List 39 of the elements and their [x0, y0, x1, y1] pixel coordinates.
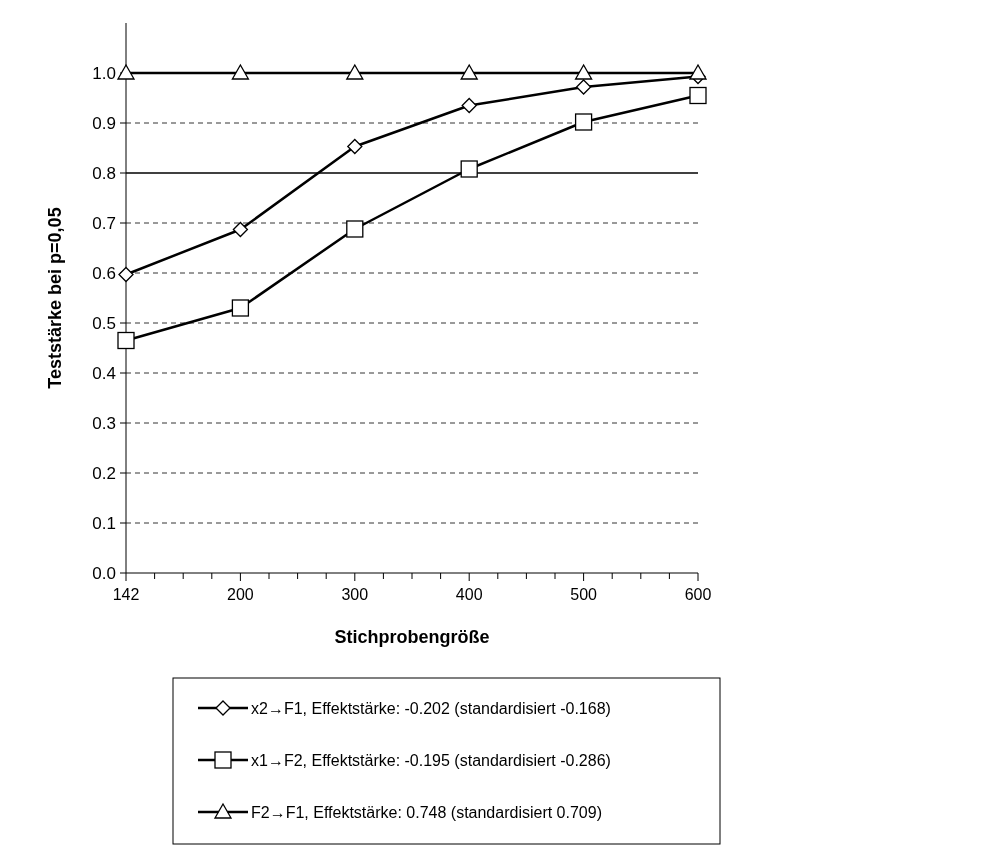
y-tick-label: 0.8	[92, 163, 116, 183]
legend-label: x2→F1, Effektstärke: -0.202 (standardisiert -0.168)	[251, 699, 611, 717]
y-tick-label: 1.0	[92, 63, 116, 83]
point	[346, 220, 364, 238]
y-tick-label: 0.2	[92, 463, 116, 483]
y-tick-label: 0.4	[92, 363, 116, 383]
y-tick-label: 0.9	[92, 113, 116, 133]
x-tick-label: 500	[570, 586, 598, 603]
point	[118, 266, 134, 283]
y-tick-label: 0.3	[92, 413, 116, 433]
legend-label: F2→F1, Effektstärke: 0.748 (standardisiert 0.709)	[251, 803, 602, 821]
point	[231, 64, 250, 80]
legend-label: x1→F2, Effektstärke: -0.195 (standardisiert -0.286)	[251, 751, 611, 769]
y-tick-label: 0.5	[92, 313, 116, 333]
x-tick-label: 400	[455, 586, 483, 603]
point	[575, 79, 592, 95]
point	[689, 64, 707, 80]
y-tick-label: 0.0	[92, 563, 116, 583]
y-tick-label: 0.7	[92, 213, 116, 233]
point	[689, 86, 707, 105]
point	[461, 97, 477, 114]
point	[232, 221, 249, 238]
point	[574, 113, 593, 131]
y-tick-label: 0.6	[92, 263, 116, 283]
point	[231, 299, 250, 317]
point	[460, 64, 478, 80]
point	[117, 64, 135, 80]
point	[346, 64, 364, 80]
y-tick-label: 0.1	[92, 513, 116, 533]
x-tick-label: 200	[227, 586, 254, 603]
x-tick-label: 600	[684, 586, 712, 603]
point	[117, 331, 135, 350]
y-axis-title: Teststärke bei p=0,05	[45, 207, 65, 389]
point	[460, 160, 478, 178]
x-tick-label: 300	[341, 586, 369, 603]
point	[574, 64, 593, 80]
x-tick-label: 142	[112, 586, 140, 603]
x-axis-title: Stichprobengröße	[334, 627, 490, 647]
point	[347, 138, 363, 155]
